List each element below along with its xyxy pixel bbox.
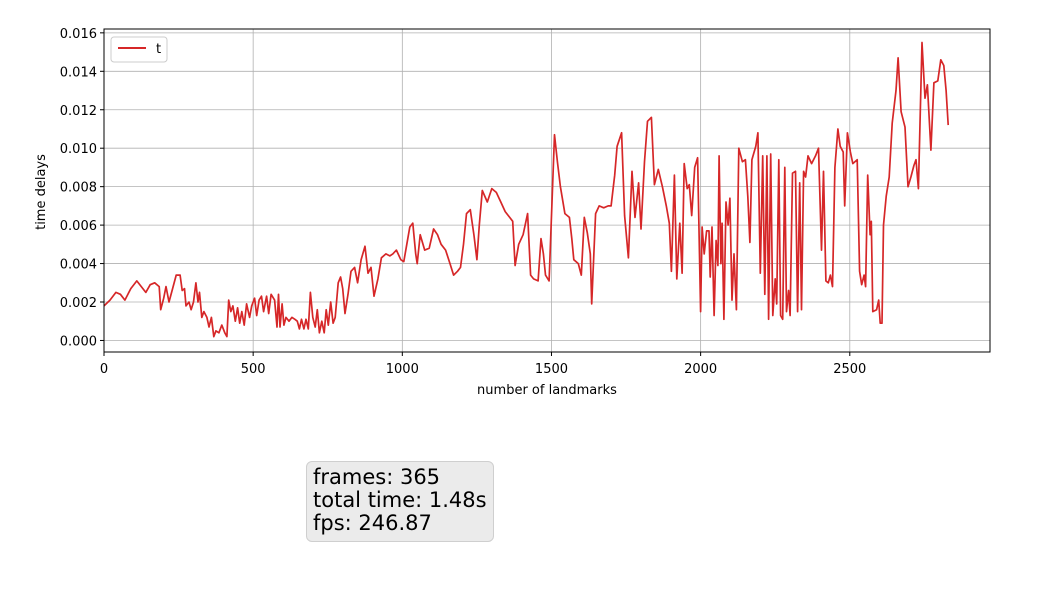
x-tick-label: 2000 <box>684 362 717 377</box>
x-tick-label: 1500 <box>535 362 568 377</box>
y-tick-label: 0.008 <box>60 181 97 196</box>
legend: t <box>110 36 168 63</box>
y-tick-label: 0.006 <box>60 219 97 234</box>
series-line-t <box>103 41 950 338</box>
x-axis-ticks: 0 500 1000 1500 2000 2500 <box>100 352 866 377</box>
y-tick-label: 0.002 <box>60 296 97 311</box>
x-tick-label: 0 <box>100 362 108 377</box>
y-tick-label: 0.010 <box>60 142 97 157</box>
grid <box>103 29 990 352</box>
x-tick-label: 2500 <box>833 362 866 377</box>
x-axis-label: number of landmarks <box>477 383 617 398</box>
y-tick-label: 0.000 <box>60 334 97 349</box>
stats-box: frames: 365 total time: 1.48s fps: 246.8… <box>306 461 494 542</box>
fps-stat: fps: 246.87 <box>313 511 432 535</box>
series-layer <box>103 41 950 338</box>
total-time-stat: total time: 1.48s <box>313 488 487 512</box>
y-tick-label: 0.004 <box>60 258 97 273</box>
y-tick-label: 0.012 <box>60 104 97 119</box>
x-tick-label: 500 <box>241 362 266 377</box>
legend-box <box>110 36 168 63</box>
frames-stat: frames: 365 <box>313 465 441 489</box>
legend-label: t <box>156 42 161 57</box>
x-tick-label: 1000 <box>386 362 419 377</box>
plot-frame <box>103 28 991 353</box>
y-axis-label: time delays <box>34 154 49 230</box>
y-tick-label: 0.014 <box>60 65 97 80</box>
y-axis-ticks: 0.000 0.002 0.004 0.006 0.008 0.010 0.012 0.014… <box>60 27 104 349</box>
y-tick-label: 0.016 <box>60 27 97 42</box>
